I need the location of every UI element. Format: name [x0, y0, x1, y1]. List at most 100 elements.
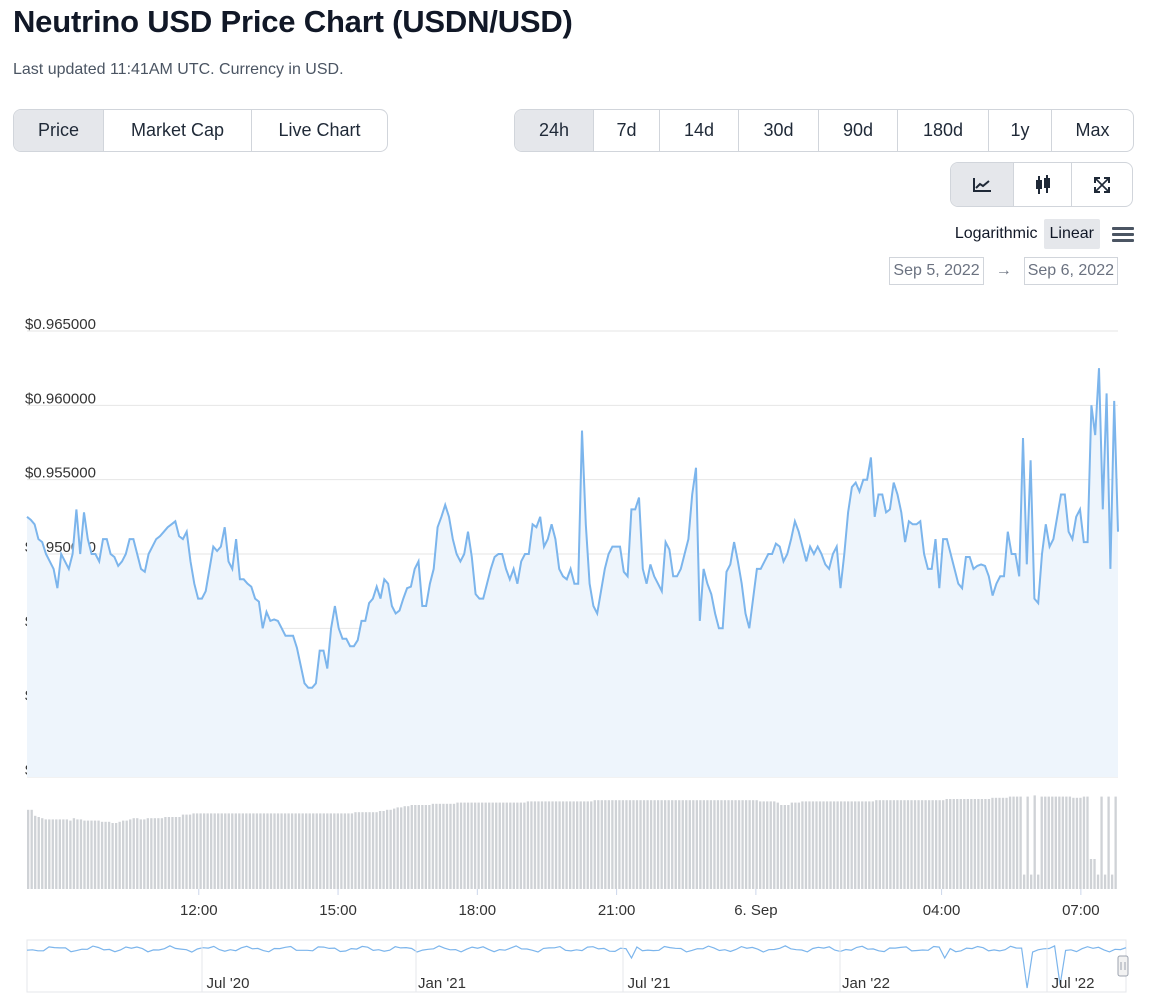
- volume-bar: [590, 801, 593, 889]
- tab-price[interactable]: Price: [14, 110, 104, 151]
- volume-bar: [783, 805, 786, 889]
- volume-bar: [607, 800, 611, 889]
- logarithmic-option[interactable]: Logarithmic: [954, 225, 1038, 242]
- volume-bar: [287, 813, 290, 889]
- range-24h[interactable]: 24h: [515, 110, 594, 151]
- volume-bar: [1093, 859, 1096, 889]
- hamburger-menu-icon[interactable]: [1112, 224, 1134, 245]
- volume-bar: [913, 800, 917, 889]
- volume-bar: [122, 820, 125, 889]
- volume-bar: [132, 818, 135, 889]
- volume-bar: [97, 820, 100, 889]
- range-max[interactable]: Max: [1075, 120, 1110, 140]
- volume-bar: [1008, 796, 1012, 889]
- volume-bar: [79, 819, 83, 889]
- volume-bar: [751, 800, 755, 889]
- volume-bar: [649, 800, 653, 889]
- volume-bar: [290, 813, 294, 889]
- volume-bar: [646, 800, 649, 889]
- volume-bar: [364, 812, 368, 889]
- volume-bar: [481, 802, 484, 889]
- volume-bar: [336, 813, 340, 889]
- volume-bar: [403, 806, 406, 889]
- linear-option[interactable]: Linear: [1043, 219, 1100, 249]
- volume-bar: [1107, 796, 1110, 889]
- navigator[interactable]: Jul '20 Jan '21 Jul '21 Jan '22 Jul '22: [26, 939, 1129, 993]
- volume-bar: [502, 802, 505, 889]
- volume-bar: [899, 800, 903, 889]
- volume-bar: [498, 802, 501, 889]
- volume-bar: [1044, 796, 1047, 889]
- volume-bar: [114, 823, 118, 889]
- volume-bar: [445, 803, 449, 889]
- date-from-input[interactable]: Sep 5, 2022: [889, 257, 984, 285]
- volume-bar: [224, 813, 227, 889]
- fullscreen-icon[interactable]: [1072, 163, 1132, 206]
- y-tick-label: $0.945000: [25, 613, 96, 630]
- volume-bar: [523, 802, 526, 889]
- volume-bar: [466, 802, 470, 889]
- x-tick-label: 6. Sep: [734, 902, 777, 919]
- volume-bar: [1054, 796, 1057, 889]
- volume-bar: [252, 813, 255, 889]
- volume-bar: [463, 802, 466, 889]
- volume-bar: [107, 821, 111, 889]
- volume-bar: [280, 813, 283, 889]
- volume-bar: [864, 801, 867, 889]
- volume-bar: [245, 813, 248, 889]
- volume-bar: [1061, 796, 1065, 889]
- volume-bar: [516, 802, 519, 889]
- volume-bar: [1079, 797, 1082, 889]
- range-180d[interactable]: 180d: [898, 110, 989, 151]
- volume-bar: [199, 813, 202, 889]
- volume-bar: [410, 805, 413, 889]
- volume-bar: [431, 803, 435, 889]
- volume-bar: [551, 801, 554, 889]
- volume-bar: [1114, 796, 1117, 889]
- volume-bar: [248, 813, 252, 889]
- navigator-tick-label: Jul '22: [1052, 975, 1095, 992]
- range-90d[interactable]: 90d: [819, 110, 898, 151]
- volume-bar: [653, 800, 656, 889]
- volume-bar: [312, 813, 315, 889]
- volume-bar: [371, 812, 375, 889]
- candlestick-icon[interactable]: [1014, 163, 1072, 206]
- tab-market-cap[interactable]: Market Cap: [104, 110, 252, 151]
- range-7d[interactable]: 7d: [594, 110, 660, 151]
- volume-bar: [924, 800, 927, 889]
- volume-bar: [787, 805, 790, 889]
- range-14d[interactable]: 14d: [660, 110, 739, 151]
- volume-bar: [185, 814, 188, 889]
- tab-live-chart[interactable]: Live Chart: [278, 120, 361, 140]
- volume-bar: [882, 800, 885, 889]
- volume-bar: [934, 800, 938, 889]
- volume-bar: [326, 813, 329, 889]
- volume-bar: [90, 820, 93, 889]
- volume-bar: [554, 801, 558, 889]
- date-to-input[interactable]: Sep 6, 2022: [1023, 257, 1118, 285]
- volume-bar: [561, 801, 565, 889]
- navigator-line: [26, 945, 1127, 989]
- volume-bar: [86, 820, 90, 889]
- volume-bar: [164, 817, 167, 889]
- volume-bar: [259, 813, 262, 889]
- volume-bar: [762, 801, 765, 889]
- volume-bar: [818, 801, 822, 889]
- volume-bar: [839, 801, 843, 889]
- range-30d[interactable]: 30d: [739, 110, 819, 151]
- navigator-handle[interactable]: [1117, 955, 1129, 977]
- volume-bar: [1065, 796, 1068, 889]
- volume-bar: [970, 799, 973, 889]
- line-chart-icon[interactable]: [951, 163, 1014, 206]
- chart-tools: [950, 162, 1133, 207]
- volume-bar: [1072, 797, 1075, 889]
- volume-bar: [664, 800, 667, 889]
- volume-bar: [1012, 796, 1015, 889]
- volume-bar: [769, 801, 772, 889]
- volume-bar: [526, 801, 530, 889]
- volume-bar: [118, 821, 121, 889]
- volume-bar: [720, 800, 723, 889]
- volume-bar: [1022, 874, 1026, 889]
- range-1y[interactable]: 1y: [989, 110, 1052, 151]
- x-tick-label: 21:00: [598, 902, 636, 919]
